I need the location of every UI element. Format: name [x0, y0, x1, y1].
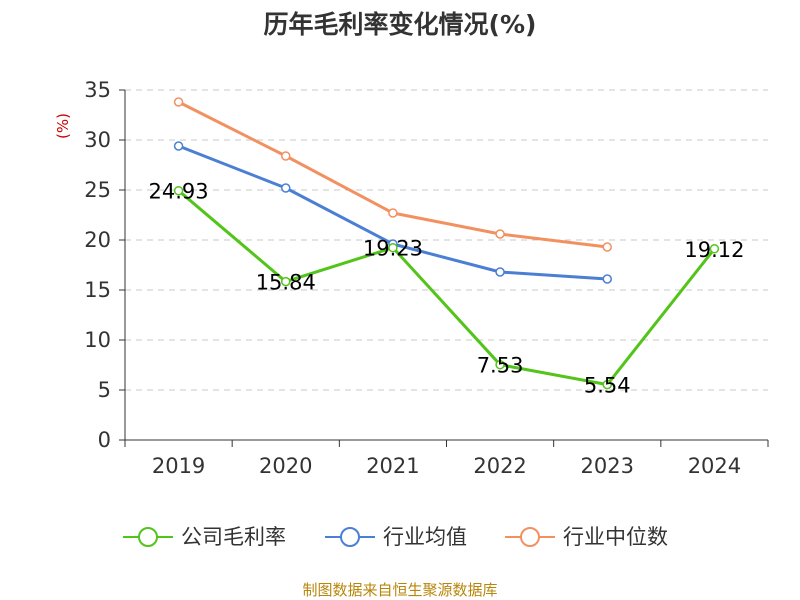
- data-point[interactable]: [495, 359, 505, 370]
- data-point[interactable]: [602, 274, 612, 284]
- y-tick-label: 30: [84, 128, 111, 152]
- legend-label: 公司毛利率: [181, 525, 286, 549]
- data-labels: 24.93 15.84 19.23 7.53 5.54 19.12: [149, 180, 745, 398]
- data-point[interactable]: [173, 97, 184, 107]
- data-point[interactable]: [602, 379, 612, 390]
- source-note: 制图数据来自恒生聚源数据库: [302, 581, 497, 599]
- series-line: [177, 189, 716, 387]
- data-point[interactable]: [495, 229, 505, 239]
- data-label: 15.84: [256, 271, 316, 295]
- series-layer: [173, 97, 720, 390]
- data-point[interactable]: [281, 183, 291, 193]
- x-tick-label: 2019: [152, 454, 205, 478]
- data-point[interactable]: [281, 151, 291, 161]
- x-tick-label: 2020: [259, 454, 312, 478]
- data-point[interactable]: [602, 242, 612, 252]
- legend-marker: [138, 527, 158, 547]
- data-point[interactable]: [281, 276, 291, 287]
- x-tick-label: 2023: [581, 454, 634, 478]
- chart-title: 历年毛利率变化情况(%): [264, 10, 537, 39]
- x-tick-label: 2022: [473, 454, 526, 478]
- y-tick-label: 5: [98, 378, 111, 402]
- data-point[interactable]: [709, 244, 720, 254]
- legend[interactable]: 公司毛利率 行业均值 行业中位数: [123, 525, 668, 549]
- data-point[interactable]: [173, 141, 184, 151]
- legend-label: 行业均值: [383, 525, 467, 549]
- legend-item[interactable]: 行业中位数: [505, 525, 668, 549]
- y-tick-label: 15: [84, 278, 111, 302]
- data-label: 24.93: [149, 180, 209, 204]
- data-label: 19.12: [684, 238, 744, 262]
- legend-label: 行业中位数: [563, 525, 668, 549]
- legend-marker: [520, 527, 540, 547]
- data-label: 5.54: [584, 374, 631, 398]
- axes: 0 5 10 15 20 25 30 35 2019 2020 2021 2022 2023 2024: [84, 78, 769, 478]
- x-tick-label: 2021: [366, 454, 419, 478]
- data-point[interactable]: [388, 208, 398, 218]
- y-tick-label: 10: [84, 328, 111, 352]
- y-unit-label: (%): [54, 113, 72, 139]
- data-point[interactable]: [173, 185, 184, 196]
- legend-item[interactable]: 公司毛利率: [123, 525, 286, 549]
- y-tick-label: 0: [98, 428, 111, 452]
- y-tick-label: 35: [84, 78, 111, 102]
- legend-marker: [340, 527, 360, 547]
- grid: [125, 89, 768, 391]
- data-label: 19.23: [363, 237, 423, 261]
- data-label: 7.53: [477, 354, 524, 378]
- y-tick-label: 25: [84, 178, 111, 202]
- data-point[interactable]: [495, 267, 505, 277]
- data-point[interactable]: [388, 242, 398, 253]
- x-tick-label: 2024: [688, 454, 741, 478]
- series-line: [177, 100, 608, 249]
- y-tick-label: 20: [84, 228, 111, 252]
- legend-item[interactable]: 行业均值: [325, 525, 467, 549]
